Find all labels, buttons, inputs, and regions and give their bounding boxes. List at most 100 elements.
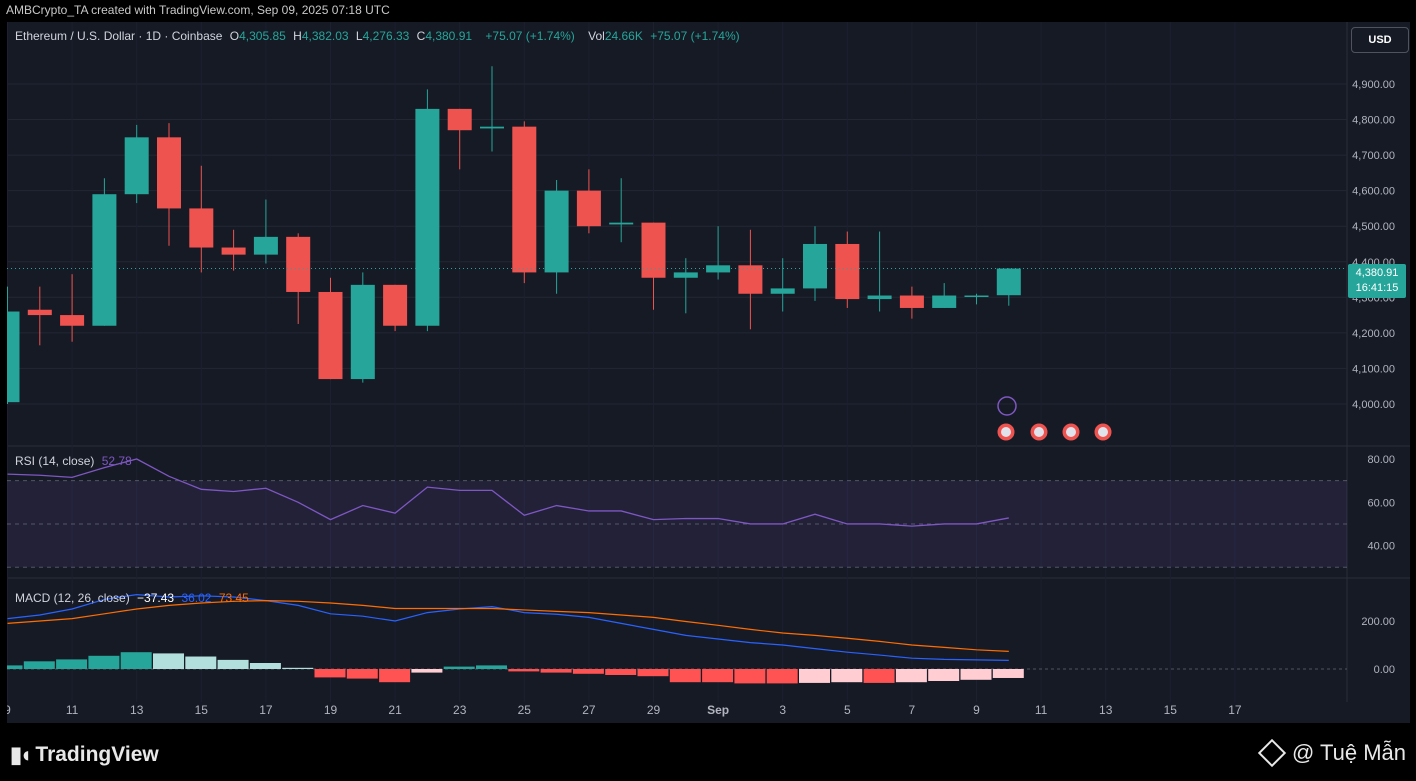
candle-body [157,137,181,209]
time-tick-label: 7 [909,703,916,717]
candle-body [447,108,472,131]
macd-histogram-bar [605,669,637,675]
low-value: 4,276.33 [362,29,410,43]
candle-body [803,243,827,289]
credit-text: AMBCrypto_TA created with TradingView.co… [6,3,390,17]
macd-histogram-bar [895,669,927,683]
macd-histogram-bar [702,669,734,683]
macd-histogram-bar [249,663,281,669]
split-event-icon [997,396,1017,416]
macd-histogram-bar [7,665,23,669]
macd-histogram-bar [766,669,798,684]
macd-tick-label: 200.00 [1361,616,1395,628]
candle-body [835,243,860,300]
macd-histogram-bar [411,669,443,673]
bar-countdown: 16:41:15 [1355,282,1399,294]
high-value: 4,382.03 [301,29,349,43]
candle-body [60,315,85,326]
time-tick-label: 13 [1099,703,1113,717]
us-flag-icon [1066,427,1076,437]
candle-body [286,236,311,292]
candle-body [92,194,117,326]
currency-button[interactable]: USD [1351,27,1409,53]
candle-body [27,309,52,316]
macd-histogram-bar [508,669,540,672]
volume-label: Vol [588,29,605,43]
time-tick-label: Sep [707,703,729,717]
candle-body [738,265,763,294]
close-value: 4,380.91 [425,29,473,43]
rsi-band-fill [7,480,1347,568]
macd-histogram-bar [669,669,701,683]
macd-title: MACD (12, 26, close) [15,591,130,605]
price-tick-label: 4,200.00 [1352,328,1395,340]
author-watermark: @ Tuệ Mẫn [1257,738,1406,768]
macd-legend: MACD (12, 26, close) −37.43 36.02 73.45 [15,591,253,605]
signal-line-value: 73.45 [218,591,249,605]
macd-histogram-bar [572,669,604,674]
macd-histogram-bar [88,655,120,669]
macd-histogram-bar [960,669,992,680]
candle-body [221,247,246,255]
rsi-legend: RSI (14, close) 52.78 [15,454,136,468]
macd-histogram-bar [217,659,249,669]
candle-body [706,265,731,273]
price-tick-label: 4,700.00 [1352,150,1395,162]
tradingview-logo[interactable]: ▮◖ TradingView [10,742,159,768]
macd-histogram-bar [863,669,895,683]
candle-body [996,268,1021,296]
macd-line-value: 36.02 [181,591,212,605]
macd-histogram-bar [637,669,669,677]
macd-histogram-bar [928,669,960,681]
time-tick-label: 21 [388,703,402,717]
time-tick-label: 3 [779,703,786,717]
macd-histogram-bar [831,669,863,683]
chart-frame[interactable]: 4,900.00 4,800.00 4,700.00 4,600.00 4,500.00… [7,22,1410,723]
time-tick-label: 23 [453,703,467,717]
diamond-icon [1257,738,1287,768]
macd-histogram-bar [346,669,378,679]
price-tick-label: 4,000.00 [1352,399,1395,411]
candle-body [576,190,601,227]
price-tick-label: 4,100.00 [1352,363,1395,375]
macd-histogram-bar [282,667,314,669]
tradingview-logo-icon: ▮◖ [10,742,32,767]
last-price-tag: 4,380.91 16:41:15 [1348,264,1406,298]
price-tick-label: 4,500.00 [1352,221,1395,233]
candle-body [124,137,149,195]
price-tick-label: 4,800.00 [1352,115,1395,127]
volume-change: +75.07 (+1.74%) [650,29,740,43]
last-price-value: 4,380.91 [1355,267,1399,279]
chart-canvas[interactable]: 4,900.00 4,800.00 4,700.00 4,600.00 4,500.00… [7,22,1410,723]
time-tick-label: 9 [7,703,11,717]
low-label: L [355,29,363,43]
open-value: 4,305.85 [239,29,286,43]
macd-histogram-bar [185,656,217,669]
candle-body [383,284,408,326]
candle-body [932,295,957,308]
time-tick-label: 17 [259,703,273,717]
time-tick-label: 29 [647,703,661,717]
macd-histogram-bar [992,669,1024,678]
candle-body [673,272,698,278]
candle-body [770,288,795,294]
macd-histogram-bar [153,653,184,669]
rsi-value: 52.78 [101,454,132,468]
volume-value: 24.66K [604,29,643,43]
candle-body [609,222,634,225]
rsi-tick-label: 60.00 [1367,497,1395,509]
time-tick-label: 19 [324,703,338,717]
us-flag-icon [1034,427,1044,437]
time-tick-label: 13 [130,703,144,717]
candle-body [350,284,375,380]
macd-histogram-bar [23,661,55,669]
us-flag-icon [1001,427,1011,437]
open-label: O [229,29,240,43]
macd-histogram-bar [120,652,152,669]
time-tick-label: 9 [973,703,980,717]
time-tick-label: 11 [1035,703,1048,717]
rsi-tick-label: 40.00 [1367,541,1395,553]
macd-histogram-bar [734,669,766,684]
macd-histogram-bar [56,659,88,669]
rsi-title: RSI (14, close) [15,454,95,468]
